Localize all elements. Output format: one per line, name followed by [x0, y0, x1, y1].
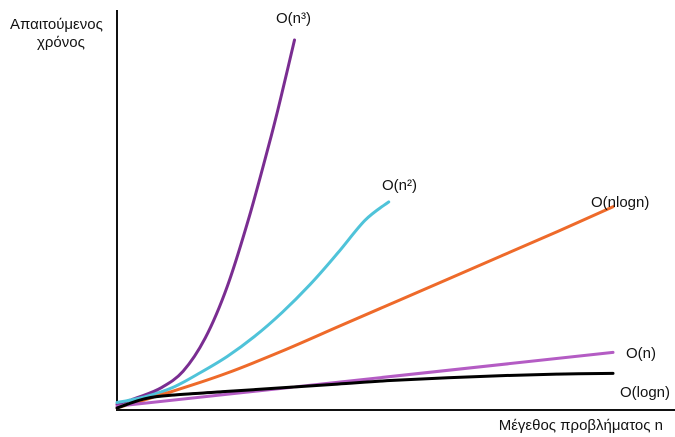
series-label-o-logn: O(logn)	[620, 384, 671, 401]
series-layer	[115, 38, 615, 410]
series-line-o-n	[115, 350, 615, 408]
series-line-o-n2	[115, 200, 391, 404]
axes	[116, 10, 675, 411]
series-label-o-n: O(n)	[626, 345, 656, 362]
y-axis-label-line-2: χρόνος	[37, 34, 85, 51]
series-label-o-n2: O(n²)	[382, 177, 417, 194]
series-label-o-nlogn: O(nlogn)	[591, 194, 650, 211]
x-axis-label: Μέγεθος προβλήματος n	[498, 417, 663, 434]
y-axis-label-line-1: Απαιτούμενος	[10, 16, 103, 33]
series-line-o-n3	[115, 38, 296, 406]
series-line-o-logn	[115, 371, 615, 410]
series-label-o-n3: O(n³)	[276, 10, 311, 27]
series-line-o-nlogn	[115, 205, 615, 410]
